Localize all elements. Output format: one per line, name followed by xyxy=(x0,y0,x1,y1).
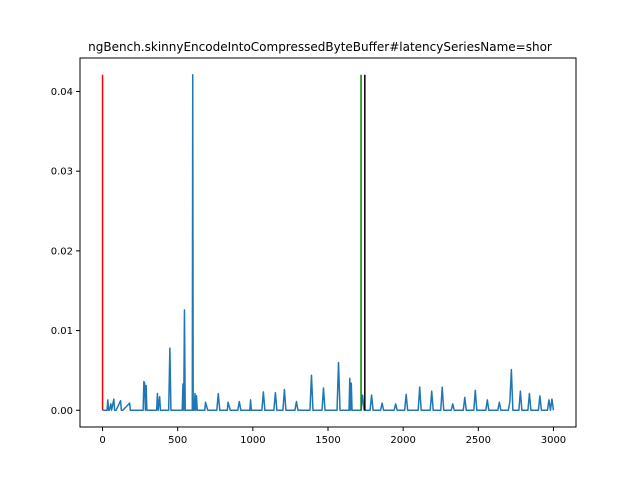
y-tick-label: 0.01 xyxy=(51,326,73,337)
x-tick-label: 1500 xyxy=(315,435,340,446)
y-axis: 0.00 0.01 0.02 0.03 0.04 xyxy=(51,87,80,417)
chart-title: ngBench.skinnyEncodeIntoCompressedByteBu… xyxy=(88,40,552,54)
x-axis: 0 500 1000 1500 2000 2500 3000 xyxy=(99,427,566,446)
x-tick-label: 1000 xyxy=(240,435,265,446)
plot-frame xyxy=(79,57,577,428)
plot-area xyxy=(101,73,555,412)
y-tick-label: 0.02 xyxy=(51,246,73,257)
y-tick-label: 0.00 xyxy=(51,406,73,417)
series-line-0 xyxy=(102,73,555,412)
x-tick-label: 2500 xyxy=(466,435,491,446)
x-tick-label: 3000 xyxy=(541,435,566,446)
y-tick-label: 0.04 xyxy=(51,87,73,98)
x-tick-label: 500 xyxy=(168,435,187,446)
x-tick-label: 2000 xyxy=(390,435,415,446)
x-tick-label: 0 xyxy=(99,435,105,446)
y-tick-label: 0.03 xyxy=(51,167,73,178)
